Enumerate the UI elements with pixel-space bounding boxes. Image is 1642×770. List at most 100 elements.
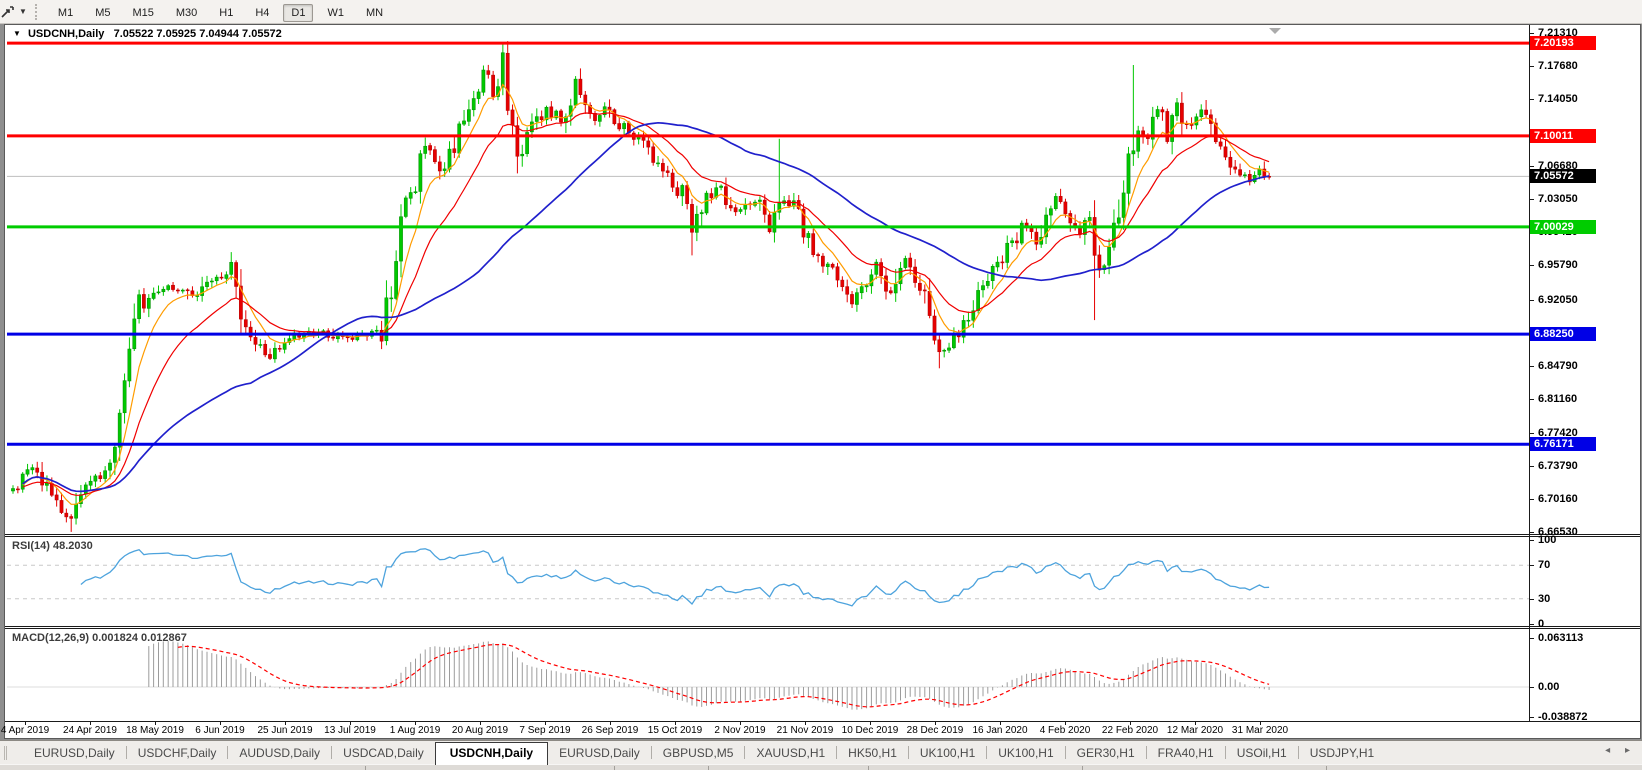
chart-tab-eurusd-daily[interactable]: EURUSD,Daily bbox=[34, 746, 115, 760]
price-tick-label: 6.70160 bbox=[1538, 493, 1578, 505]
chart-tab-usdcnh-daily[interactable]: USDCNH,Daily bbox=[434, 742, 549, 765]
price-tick-label: 6.73790 bbox=[1538, 460, 1578, 472]
date-label: 18 May 2019 bbox=[126, 725, 184, 736]
date-label: 20 Aug 2019 bbox=[451, 725, 509, 736]
chart-tab-hk50-h1[interactable]: HK50,H1 bbox=[848, 746, 897, 760]
date-tick-mark bbox=[25, 722, 26, 725]
date-tick-mark bbox=[870, 722, 871, 725]
price-tick-label: 7.14050 bbox=[1538, 93, 1578, 105]
price-tick-label: -0.038872 bbox=[1538, 711, 1588, 723]
chart-tab-xauusd-h1[interactable]: XAUUSD,H1 bbox=[756, 746, 826, 760]
main-chart[interactable] bbox=[5, 25, 1529, 534]
date-label: 7 Sep 2019 bbox=[519, 725, 571, 736]
chart-tab-usoil-h1[interactable]: USOil,H1 bbox=[1236, 746, 1287, 760]
pane-separator-macd-dates bbox=[5, 721, 1640, 722]
timeframe-toolbar: ▼ M1 M5 M15 M30 H1 H4 D1 W1 MN bbox=[0, 0, 1642, 24]
chart-cursor-icon[interactable] bbox=[1, 4, 17, 20]
date-tick-mark bbox=[1260, 722, 1261, 725]
chart-tab-gbpusd-m5[interactable]: GBPUSD,M5 bbox=[662, 746, 734, 760]
price-tick-mark bbox=[1529, 265, 1534, 266]
date-label: 21 Nov 2019 bbox=[776, 725, 834, 736]
tab-separator bbox=[1224, 746, 1226, 759]
chart-tab-usdjpy-h1[interactable]: USDJPY,H1 bbox=[1309, 746, 1375, 760]
tab-scroll-arrows[interactable]: ◂ ▸ bbox=[1605, 745, 1636, 756]
price-tick-mark bbox=[1529, 540, 1534, 541]
chart-tab-fra40-h1[interactable]: FRA40,H1 bbox=[1157, 746, 1214, 760]
chart-window: ▼ USDCNH,Daily 7.05522 7.05925 7.04944 7… bbox=[1, 24, 1641, 739]
date-label: 31 Mar 2020 bbox=[1231, 725, 1289, 736]
price-tick-mark bbox=[1529, 624, 1534, 625]
status-strip-divider bbox=[1082, 766, 1083, 770]
price-tick-mark bbox=[1529, 466, 1534, 467]
date-tick-mark bbox=[610, 722, 611, 725]
price-tick-mark bbox=[1529, 717, 1534, 718]
rsi-chart[interactable] bbox=[5, 538, 1529, 625]
chart-tab-usdcad-daily[interactable]: USDCAD,Daily bbox=[343, 746, 424, 760]
date-label: 1 Aug 2019 bbox=[389, 725, 441, 736]
timeframe-button-m5[interactable]: M5 bbox=[95, 6, 111, 19]
tab-separator bbox=[744, 746, 746, 759]
date-tick-mark bbox=[1000, 722, 1001, 725]
timeframe-button-h1[interactable]: H1 bbox=[219, 6, 234, 19]
date-tick-mark bbox=[415, 722, 416, 725]
date-label: 4 Apr 2019 bbox=[0, 725, 50, 736]
timeframe-button-w1[interactable]: W1 bbox=[327, 6, 344, 19]
price-axis-border bbox=[1529, 25, 1530, 721]
pane-separator-rsi-macd[interactable] bbox=[5, 626, 1640, 629]
timeframe-button-h4[interactable]: H4 bbox=[255, 6, 270, 19]
timeframe-button-mn[interactable]: MN bbox=[365, 6, 384, 19]
tabbar-grip bbox=[4, 746, 11, 760]
price-tick-label: 0.063113 bbox=[1538, 632, 1584, 644]
date-tick-mark bbox=[90, 722, 91, 725]
price-tick-label: 6.92050 bbox=[1538, 294, 1578, 306]
level-price-badge[interactable]: 7.10011 bbox=[1530, 129, 1596, 143]
timeframe-buttons: M1 M5 M15 M30 H1 H4 D1 W1 MN bbox=[47, 3, 394, 22]
current-price-badge[interactable]: 7.05572 bbox=[1530, 169, 1596, 183]
chart-tab-uk100-h1[interactable]: UK100,H1 bbox=[998, 746, 1054, 760]
level-price-badge[interactable]: 6.88250 bbox=[1530, 327, 1596, 341]
date-label: 22 Feb 2020 bbox=[1101, 725, 1159, 736]
chart-tab-bar: EURUSD,Daily USDCHF,Daily AUDUSD,Daily USDC… bbox=[0, 740, 1642, 765]
date-tick-mark bbox=[350, 722, 351, 725]
chart-tab-audusd-daily[interactable]: AUDUSD,Daily bbox=[239, 746, 321, 760]
price-tick-label: 6.66530 bbox=[1538, 526, 1578, 538]
macd-chart[interactable] bbox=[5, 630, 1529, 721]
timeframe-button-d1[interactable]: D1 bbox=[283, 3, 314, 22]
chart-tab-usdchf-daily[interactable]: USDCHF,Daily bbox=[137, 746, 217, 760]
chart-tab-ger30-h1[interactable]: GER30,H1 bbox=[1076, 746, 1135, 760]
pane-separator-main-rsi[interactable] bbox=[5, 534, 1640, 537]
date-tick-mark bbox=[740, 722, 741, 725]
symbol-dropdown-icon[interactable]: ▼ bbox=[13, 29, 21, 38]
price-tick-label: 6.95790 bbox=[1538, 259, 1578, 271]
chart-title[interactable]: ▼ USDCNH,Daily 7.05522 7.05925 7.04944 7… bbox=[13, 28, 282, 40]
date-label: 13 Jul 2019 bbox=[324, 725, 376, 736]
chevron-down-icon[interactable]: ▼ bbox=[19, 7, 27, 16]
price-tick-label: 70 bbox=[1538, 559, 1551, 571]
date-tick-mark bbox=[1195, 722, 1196, 725]
price-tick-mark bbox=[1529, 565, 1534, 566]
price-tick-mark bbox=[1529, 638, 1534, 639]
status-strip-divider bbox=[614, 766, 615, 770]
date-tick-mark bbox=[480, 722, 481, 725]
timeframe-button-m1[interactable]: M1 bbox=[57, 6, 74, 19]
date-tick-mark bbox=[935, 722, 936, 725]
level-price-badge[interactable]: 6.76171 bbox=[1530, 437, 1596, 451]
tab-separator bbox=[836, 746, 838, 759]
timeframe-button-m15[interactable]: M15 bbox=[132, 6, 154, 19]
chart-tab-uk100-h1[interactable]: UK100,H1 bbox=[919, 746, 976, 760]
date-axis[interactable]: 4 Apr 2019 24 Apr 2019 18 May 2019 6 Jun 20… bbox=[1, 722, 1640, 738]
tab-separator bbox=[907, 746, 909, 759]
timeframe-button-m30[interactable]: M30 bbox=[175, 6, 198, 19]
price-tick-mark bbox=[1529, 366, 1534, 367]
chart-tab-eurusd-daily[interactable]: EURUSD,Daily bbox=[559, 746, 640, 760]
price-tick-mark bbox=[1529, 199, 1534, 200]
price-tick-mark bbox=[1529, 300, 1534, 301]
tab-separator bbox=[1297, 746, 1299, 759]
rsi-label: RSI(14) 48.2030 bbox=[12, 540, 93, 552]
level-price-badge[interactable]: 7.00029 bbox=[1530, 220, 1596, 234]
chart-symbol: USDCNH,Daily bbox=[27, 28, 105, 40]
date-label: 16 Jan 2020 bbox=[972, 725, 1028, 736]
level-price-badge[interactable]: 7.20193 bbox=[1530, 36, 1596, 50]
price-tick-label: 100 bbox=[1538, 534, 1557, 546]
